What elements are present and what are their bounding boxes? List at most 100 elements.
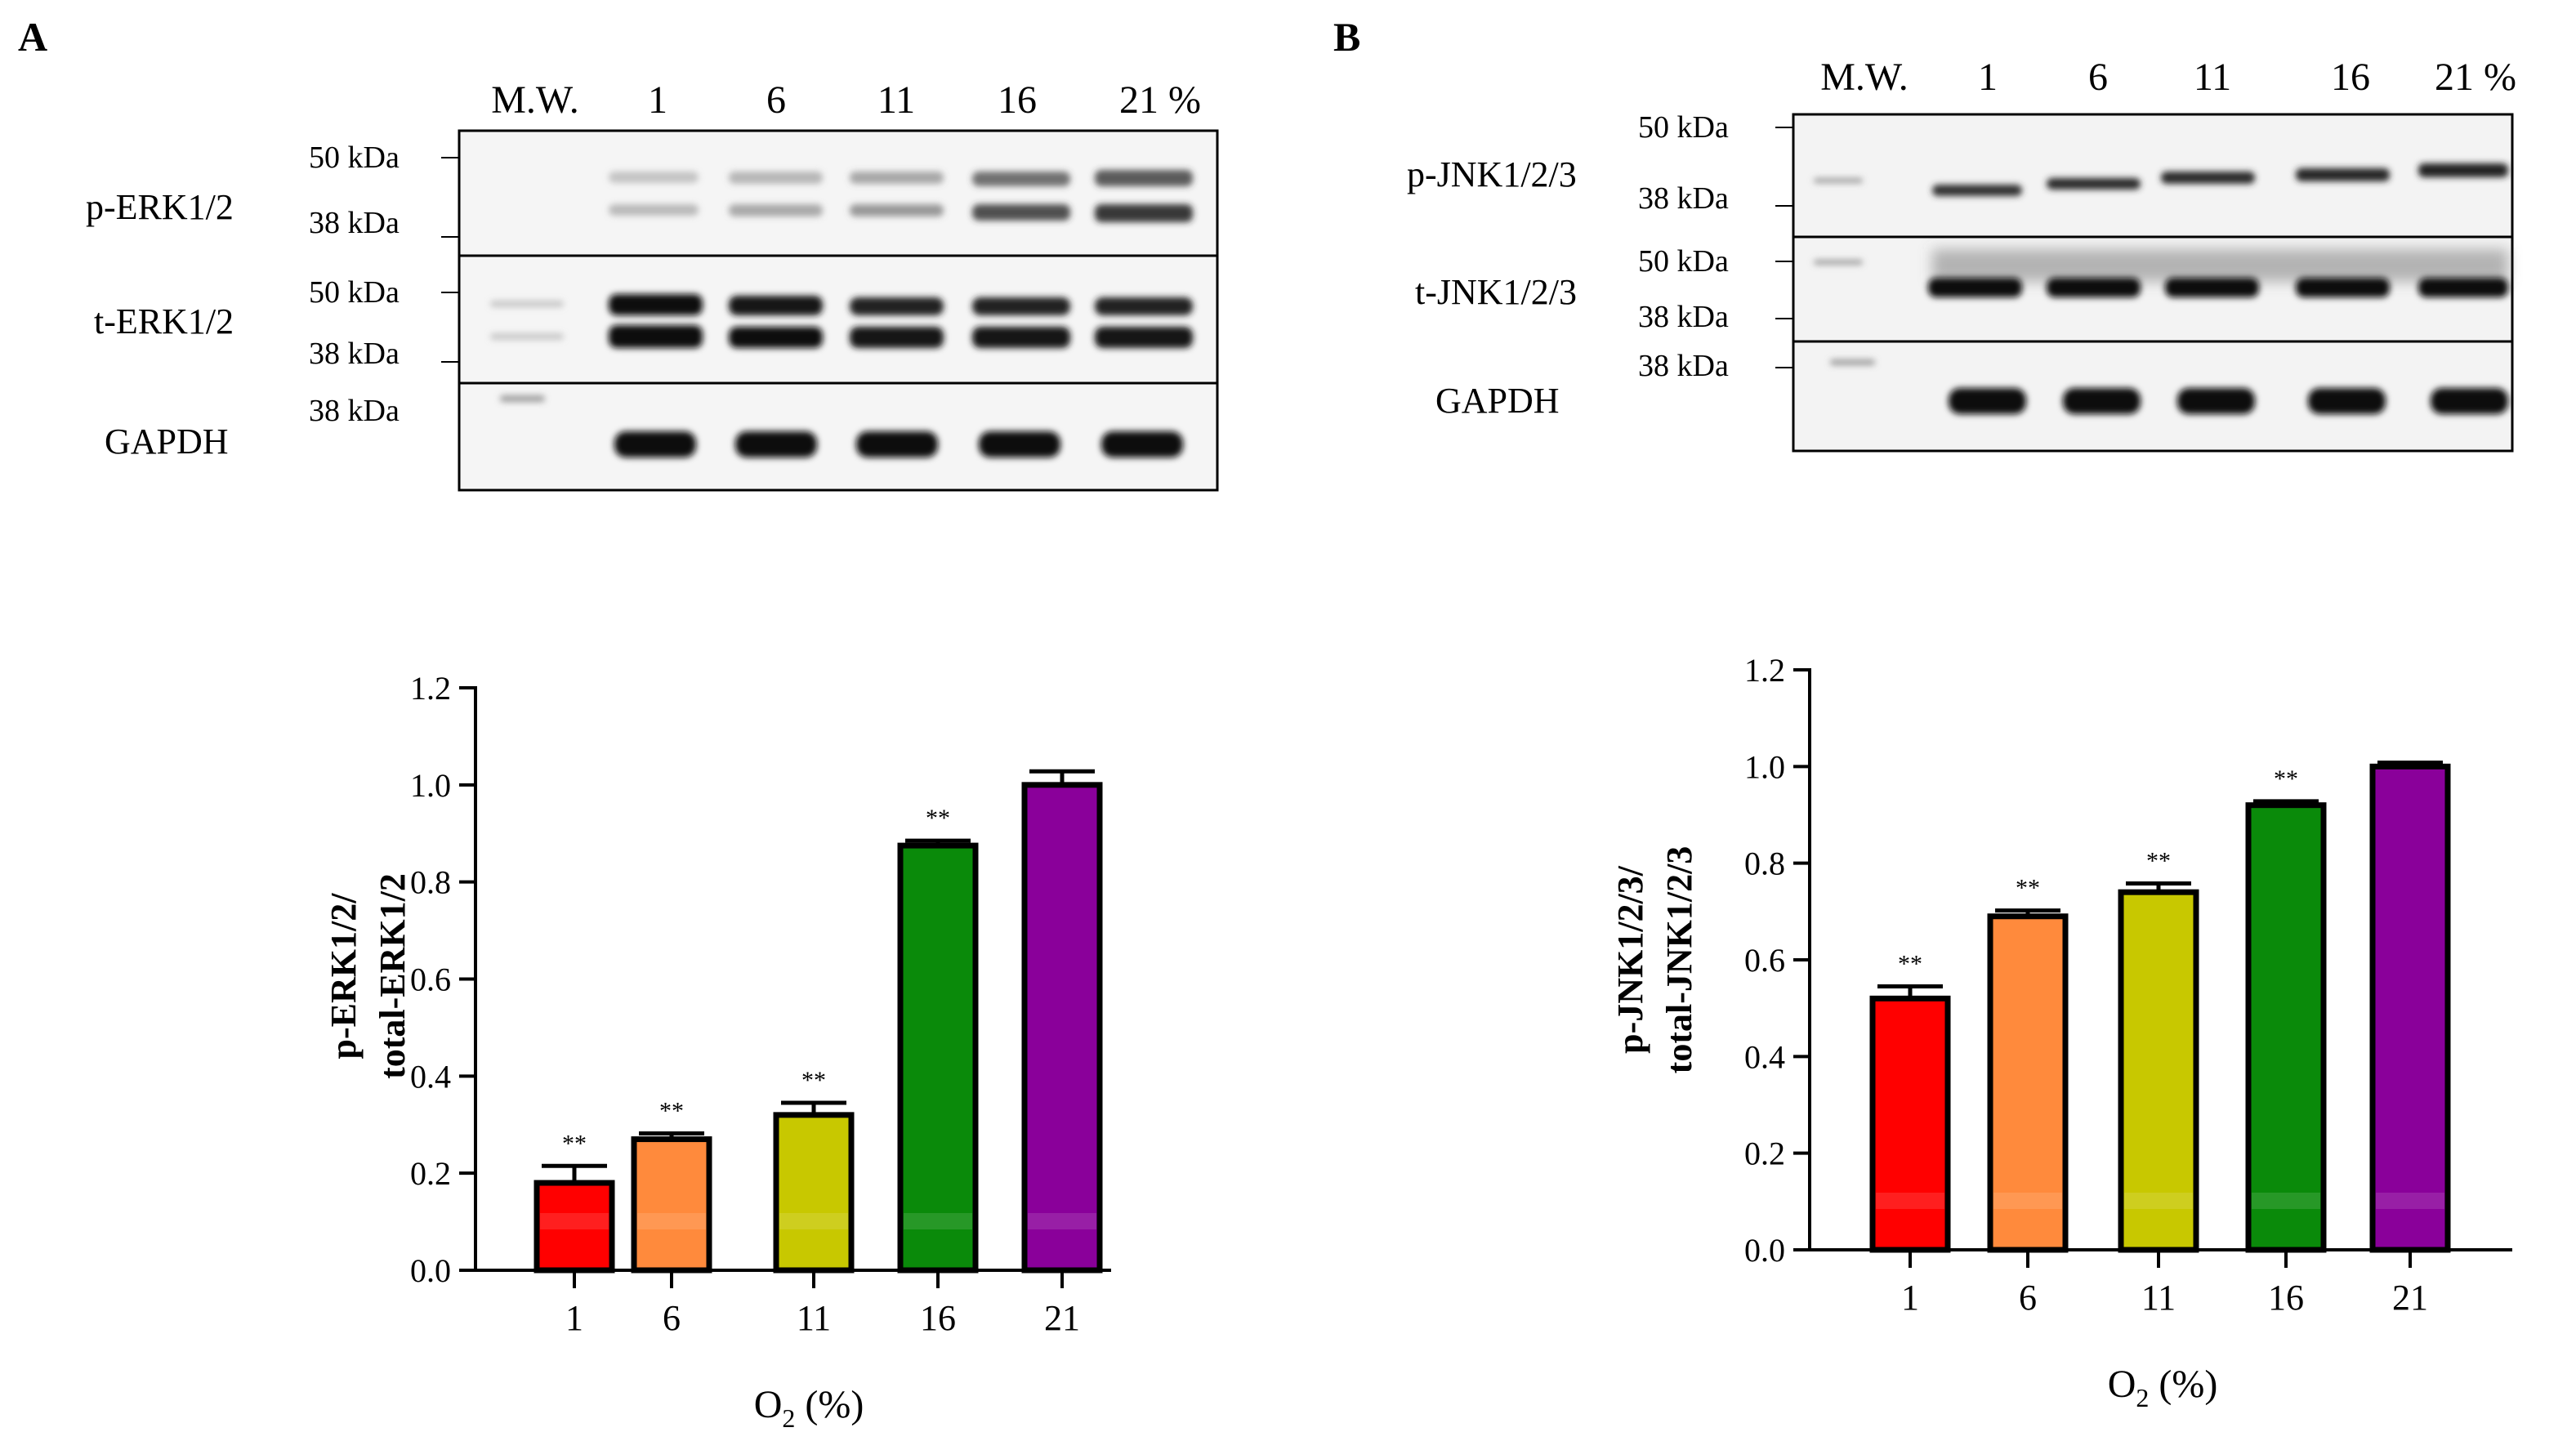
lane-b-11: 11: [2194, 56, 2231, 99]
lane-b-16: 16: [2331, 56, 2370, 99]
bar-16: [2245, 802, 2327, 1253]
blot-b-marker-38-2: 38 kDa: [1638, 300, 1729, 334]
significance-label: **: [562, 1130, 587, 1157]
y-tick-label: 0.6: [1744, 942, 1785, 979]
bar-highlight: [637, 1213, 706, 1229]
x-tick-label: 6: [2019, 1278, 2037, 1318]
significance-label: **: [2274, 765, 2298, 792]
blot-a-pERK-bands: [609, 170, 1193, 222]
significance-label: **: [2016, 875, 2040, 902]
lane-a-mw: M.W.: [491, 78, 579, 122]
y-axis-title-line2: total-ERK1/2: [373, 873, 413, 1079]
chart-b: 0.0 0.2 0.4 0.6 0.8 1.0 1.2 ** 1 ** 6 ** 11 ** 16 21 p-J…: [1610, 652, 2512, 1412]
lane-a-11: 11: [877, 78, 915, 122]
y-tick-label: 1.2: [1744, 652, 1785, 689]
x-axis-title-main: O: [754, 1383, 783, 1426]
blot-b-protein-3: GAPDH: [1435, 381, 1560, 421]
blot-b-protein-1: p-JNK1/2/3: [1407, 154, 1577, 194]
significance-label: **: [659, 1097, 684, 1124]
y-tick-label: 0.0: [1744, 1232, 1785, 1269]
chart-a: 0.0 0.2 0.4 0.6 0.8 1.0 1.2 ** 1 ** 6 ** 11 ** 16 21 p-E…: [324, 670, 1111, 1432]
lane-a-1: 1: [648, 78, 667, 122]
bar-1: [534, 1180, 615, 1274]
panel-b-blot: B M.W. 1 6 11 16 21 % p-JNK1/2/3 t-JNK1/…: [1333, 14, 2516, 453]
lane-b-mw: M.W.: [1820, 56, 1909, 99]
x-tick-label: 21: [1044, 1298, 1080, 1338]
bar-highlight: [2124, 1193, 2193, 1209]
y-tick-label: 0.8: [1744, 845, 1785, 882]
blot-b-marker-50-1: 50 kDa: [1638, 110, 1729, 145]
bar-6: [631, 1136, 712, 1274]
lane-b-6: 6: [2088, 56, 2108, 99]
bar-highlight: [2376, 1193, 2444, 1209]
x-tick-label: 1: [565, 1298, 583, 1338]
bar-16: [897, 842, 979, 1274]
blot-a-tERK-bands: [490, 294, 1193, 348]
lane-a-21: 21 %: [1119, 78, 1201, 122]
significance-label: **: [1898, 951, 1922, 978]
significance-label: **: [801, 1067, 826, 1094]
blot-b-frame: [1792, 113, 2514, 453]
bar-highlight: [1876, 1193, 1944, 1209]
x-tick-label: 6: [663, 1298, 681, 1338]
x-axis-title: O2 (%): [754, 1383, 864, 1432]
blot-a-protein-2: t-ERK1/2: [94, 301, 234, 341]
blot-b-tJNK-smear: [1932, 249, 2508, 282]
panel-a-label: A: [18, 14, 47, 60]
lane-a-16: 16: [998, 78, 1037, 122]
significance-label: **: [2146, 848, 2171, 875]
blot-b-marker-50-2: 50 kDa: [1638, 244, 1729, 279]
lane-a-6: 6: [766, 78, 786, 122]
bar-highlight: [904, 1213, 972, 1229]
x-tick-label: 1: [1901, 1278, 1919, 1318]
blot-b-gapdh-bands: [1830, 359, 2508, 414]
y-tick-label: 1.2: [410, 670, 451, 707]
y-tick-label: 1.0: [1744, 748, 1785, 785]
blot-b-tJNK-bands: [1814, 260, 2508, 297]
y-tick-label: 0.2: [410, 1155, 451, 1192]
x-axis-title-main: O: [2108, 1363, 2136, 1406]
y-axis-title-line1: p-ERK1/2/: [324, 893, 364, 1060]
blot-b-pJNK-bands: [1814, 163, 2508, 196]
y-tick-label: 0.4: [1744, 1038, 1785, 1075]
y-tick-label: 0.4: [410, 1058, 451, 1095]
blot-a-marker-50-2: 50 kDa: [309, 275, 400, 310]
blot-a-protein-1: p-ERK1/2: [86, 187, 234, 227]
blot-b-marker-38-1: 38 kDa: [1638, 181, 1729, 216]
blot-a-marker-38-1: 38 kDa: [309, 206, 400, 240]
panel-a-blot: A M.W. 1 6 11 16 21 % p-ERK1/2 t-ERK1/2 …: [18, 14, 1219, 492]
bar-1: [1869, 995, 1951, 1253]
bar-highlight: [1028, 1213, 1096, 1229]
blot-a-frame: [458, 129, 1219, 492]
x-tick-label: 11: [797, 1298, 831, 1338]
bar-21: [1021, 782, 1103, 1274]
blot-b-marker-38-3: 38 kDa: [1638, 349, 1729, 383]
significance-label: **: [926, 805, 950, 832]
lane-b-21: 21 %: [2435, 56, 2516, 99]
bar-21: [2369, 763, 2451, 1253]
x-tick-label: 16: [2268, 1278, 2304, 1318]
x-tick-label: 16: [920, 1298, 956, 1338]
x-tick-label: 21: [2392, 1278, 2428, 1318]
x-axis-title-unit: (%): [795, 1383, 864, 1426]
y-tick-label: 0.6: [410, 961, 451, 998]
bar-highlight: [1993, 1193, 2062, 1209]
x-axis-title-subscript: 2: [2136, 1383, 2149, 1412]
bar-highlight: [779, 1213, 848, 1229]
blot-a-marker-50-1: 50 kDa: [309, 141, 400, 175]
bar-highlight: [540, 1213, 609, 1229]
y-tick-label: 0.0: [410, 1252, 451, 1289]
bar-highlight: [2252, 1193, 2320, 1209]
blot-a-gapdh-bands: [500, 395, 1183, 457]
y-axis-title-line1: p-JNK1/2/3/: [1610, 865, 1650, 1054]
blot-b-protein-2: t-JNK1/2/3: [1415, 272, 1577, 312]
x-axis-title-subscript: 2: [782, 1403, 795, 1432]
y-axis-title-line2: total-JNK1/2/3: [1659, 846, 1699, 1074]
lane-b-1: 1: [1978, 56, 1998, 99]
y-tick-label: 0.8: [410, 864, 451, 901]
x-axis-title-unit: (%): [2149, 1363, 2217, 1406]
bar-11: [773, 1112, 855, 1274]
y-tick-label: 1.0: [410, 767, 451, 804]
y-tick-label: 0.2: [1744, 1135, 1785, 1172]
blot-a-marker-38-2: 38 kDa: [309, 337, 400, 371]
